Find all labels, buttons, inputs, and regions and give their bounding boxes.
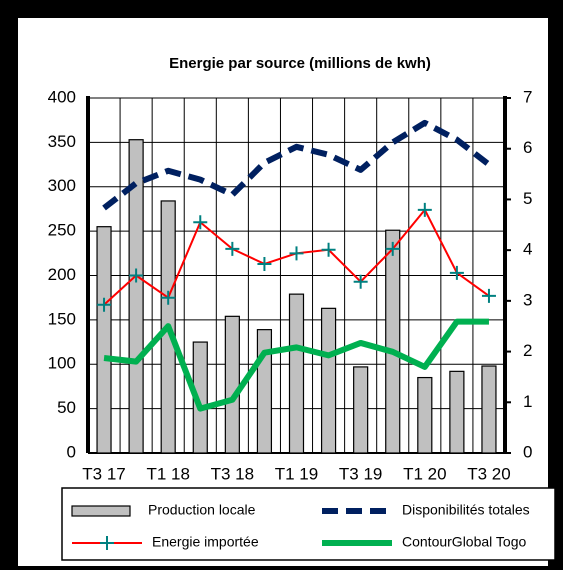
bar [481,365,497,454]
point-marker [321,242,336,257]
y2-tick-label: 0 [523,442,532,461]
bar [320,307,337,454]
x-tick-label: T3 17 [82,464,125,483]
y2-tick-label: 5 [523,189,532,208]
y-tick-label: 0 [67,442,76,461]
bar [256,329,273,454]
y2-tick-label: 4 [523,240,532,259]
bar [288,293,305,454]
legend-box [61,487,556,561]
y-tick-label: 200 [48,265,76,284]
line-series [102,119,491,211]
x-tick-label: T3 20 [467,464,510,483]
y2-tick-label: 2 [523,341,532,360]
legend-label: ContourGlobal Togo [402,534,526,550]
point-marker [449,265,464,280]
point-marker [129,268,144,283]
point-marker [225,241,240,256]
point-marker [353,274,368,289]
legend-label: Disponibilités totales [402,502,530,518]
legend-label: Energie importée [152,534,259,550]
legend-swatch [71,505,131,517]
y-tick-label: 150 [48,309,76,328]
point-marker [385,241,400,256]
point-marker [97,297,112,312]
y-tick-label: 400 [48,87,76,106]
x-tick-label: T3 18 [211,464,254,483]
point-marker [257,256,272,271]
y2-tick-label: 3 [523,290,532,309]
x-tick-label: T1 18 [146,464,189,483]
y-tick-label: 350 [48,132,76,151]
legend-marker [100,536,114,550]
x-tick-label: T3 19 [339,464,382,483]
bar [96,226,112,454]
point-marker [417,202,432,217]
y2-axis-label: Production locale [545,210,563,340]
y-tick-label: 300 [48,176,76,195]
y2-tick-label: 7 [523,87,532,106]
x-tick-label: T1 19 [275,464,318,483]
x-tick-label: T1 20 [403,464,446,483]
bar [449,370,465,454]
bar [128,139,144,454]
bar [385,229,401,454]
point-marker [193,215,208,230]
point-marker [481,288,496,303]
point-marker [161,290,176,305]
point-marker [289,246,304,261]
bar [224,315,240,454]
y-tick-label: 250 [48,221,76,240]
y2-tick-label: 6 [523,138,532,157]
y2-tick-label: 1 [523,392,532,411]
y-tick-label: 50 [57,398,76,417]
legend-label: Production locale [148,502,256,518]
line-series [103,318,489,412]
y-tick-label: 100 [48,354,76,373]
chart-title: Energie par source (millions de kwh) [169,55,431,72]
bar [353,366,369,454]
bar [417,376,433,454]
